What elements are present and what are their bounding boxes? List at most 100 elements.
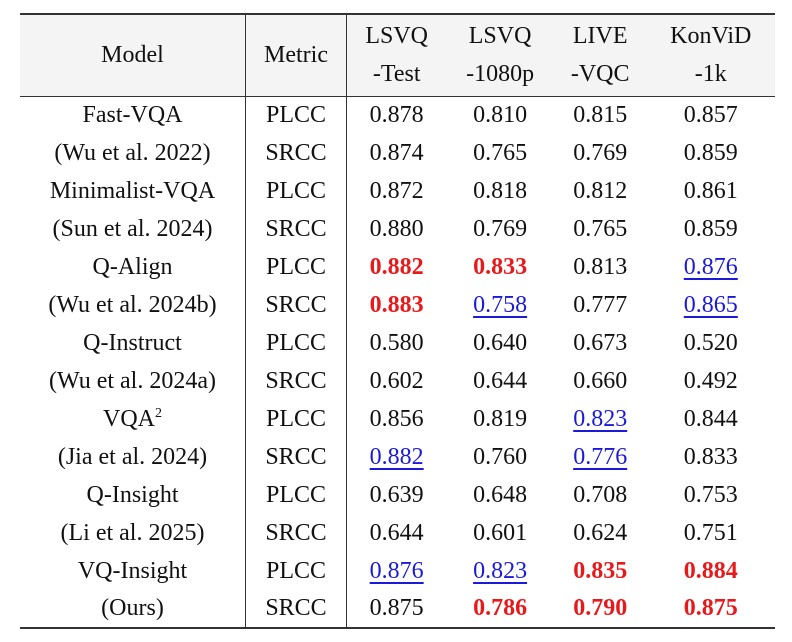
value-cell: 0.880: [347, 210, 447, 248]
value-cell: 0.815: [554, 96, 647, 134]
model-name: (Sun et al. 2024): [52, 215, 213, 242]
value-cell: 0.520: [647, 324, 775, 362]
value: 0.859: [683, 139, 738, 166]
header-line: LSVQ: [468, 23, 532, 50]
value-cell: 0.492: [647, 362, 775, 400]
value: 0.883: [369, 291, 424, 318]
value: 0.833: [683, 443, 738, 470]
model-cell: Q-Insight: [20, 476, 246, 514]
model-name: Q-Instruct: [83, 329, 182, 356]
value-cell: 0.673: [554, 324, 647, 362]
value-cell: 0.760: [446, 438, 553, 476]
value-cell: 0.884: [647, 552, 775, 590]
metric-cell: PLCC: [245, 400, 347, 438]
value: 0.882: [369, 253, 424, 280]
table-row: (Li et al. 2025) SRCC 0.644 0.601 0.624 0.751: [20, 514, 775, 552]
value-cell: 0.648: [446, 476, 553, 514]
value: 0.875: [683, 595, 738, 621]
model-cell: (Wu et al. 2022): [20, 134, 246, 172]
value: 0.833: [473, 253, 528, 280]
model-cell: Q-Align: [20, 248, 246, 286]
value: 0.769: [573, 139, 628, 166]
value: 0.644: [473, 367, 528, 394]
value-cell: 0.833: [446, 248, 553, 286]
value: 0.810: [473, 101, 528, 128]
model-name: Q-Insight: [86, 481, 179, 508]
table-row: Q-Insight PLCC 0.639 0.648 0.708 0.753: [20, 476, 775, 514]
value-cell: 0.790: [554, 590, 647, 628]
value: 0.823: [573, 405, 628, 432]
value-cell: 0.777: [554, 286, 647, 324]
value: 0.639: [369, 481, 424, 508]
model-cell: (Li et al. 2025): [20, 514, 246, 552]
model-cell: Q-Instruct: [20, 324, 246, 362]
value-cell: 0.865: [647, 286, 775, 324]
metric-cell: PLCC: [245, 172, 347, 210]
header-cell: Model: [20, 14, 246, 96]
model-cell: (Jia et al. 2024): [20, 438, 246, 476]
model-name: (Wu et al. 2024b): [48, 291, 217, 318]
value: 0.884: [683, 557, 738, 584]
value-cell: 0.751: [647, 514, 775, 552]
header-cell: LIVE -VQC: [554, 14, 647, 96]
model-name: (Jia et al. 2024): [57, 443, 208, 470]
value: 0.856: [369, 405, 424, 432]
value-cell: 0.708: [554, 476, 647, 514]
model-cell: (Wu et al. 2024a): [20, 362, 246, 400]
value: 0.812: [573, 177, 628, 204]
value: 0.777: [573, 291, 628, 318]
value-cell: 0.882: [347, 438, 447, 476]
value: 0.874: [369, 139, 424, 166]
metric-cell: PLCC: [245, 476, 347, 514]
table-body: Fast-VQA PLCC 0.878 0.810 0.815 0.857 (Wu et a…: [20, 96, 775, 628]
value: 0.660: [573, 367, 628, 394]
model-name: (Li et al. 2025): [60, 519, 205, 546]
model-name: Minimalist-VQA: [49, 177, 216, 204]
header-line: -VQC: [570, 61, 630, 88]
value-cell: 0.818: [446, 172, 553, 210]
value-cell: 0.758: [446, 286, 553, 324]
value: 0.875: [369, 595, 424, 621]
metric-cell: SRCC: [245, 134, 347, 172]
value-cell: 0.765: [554, 210, 647, 248]
value: 0.648: [473, 481, 528, 508]
value: 0.765: [573, 215, 628, 242]
value-cell: 0.876: [347, 552, 447, 590]
value: 0.601: [473, 519, 528, 546]
value-cell: 0.857: [647, 96, 775, 134]
value-cell: 0.859: [647, 134, 775, 172]
value-cell: 0.878: [347, 96, 447, 134]
header-row: Model Metric LSVQ -Test LSVQ -1080p LIVE -VQC…: [20, 14, 775, 96]
table-row: Q-Instruct PLCC 0.580 0.640 0.673 0.520: [20, 324, 775, 362]
table-row: (Wu et al. 2024a) SRCC 0.602 0.644 0.660 0.49…: [20, 362, 775, 400]
value-cell: 0.856: [347, 400, 447, 438]
table-row: VQ-Insight PLCC 0.876 0.823 0.835 0.884: [20, 552, 775, 590]
value-cell: 0.823: [554, 400, 647, 438]
value-cell: 0.872: [347, 172, 447, 210]
value-cell: 0.813: [554, 248, 647, 286]
value: 0.708: [573, 481, 628, 508]
metric-cell: SRCC: [245, 514, 347, 552]
metric-cell: SRCC: [245, 210, 347, 248]
metric-cell: SRCC: [245, 590, 347, 628]
value-cell: 0.786: [446, 590, 553, 628]
header-line: -1080p: [466, 61, 535, 88]
model-name: (Ours): [101, 595, 164, 621]
value-cell: 0.876: [647, 248, 775, 286]
metric-cell: PLCC: [245, 552, 347, 590]
value: 0.790: [573, 595, 628, 621]
model-name: Fast-VQA: [82, 101, 183, 128]
table-row: (Wu et al. 2022) SRCC 0.874 0.765 0.769 0.859: [20, 134, 775, 172]
metric-cell: SRCC: [245, 438, 347, 476]
value-cell: 0.844: [647, 400, 775, 438]
value: 0.857: [683, 101, 738, 128]
value-cell: 0.819: [446, 400, 553, 438]
metric-cell: PLCC: [245, 96, 347, 134]
results-table: Model Metric LSVQ -Test LSVQ -1080p LIVE -VQC…: [20, 13, 775, 629]
value: 0.865: [683, 291, 738, 318]
model-cell: Fast-VQA: [20, 96, 246, 134]
header-cell: KonViD -1k: [647, 14, 775, 96]
value-cell: 0.644: [347, 514, 447, 552]
value-cell: 0.833: [647, 438, 775, 476]
table-row: Minimalist-VQA PLCC 0.872 0.818 0.812 0.861: [20, 172, 775, 210]
